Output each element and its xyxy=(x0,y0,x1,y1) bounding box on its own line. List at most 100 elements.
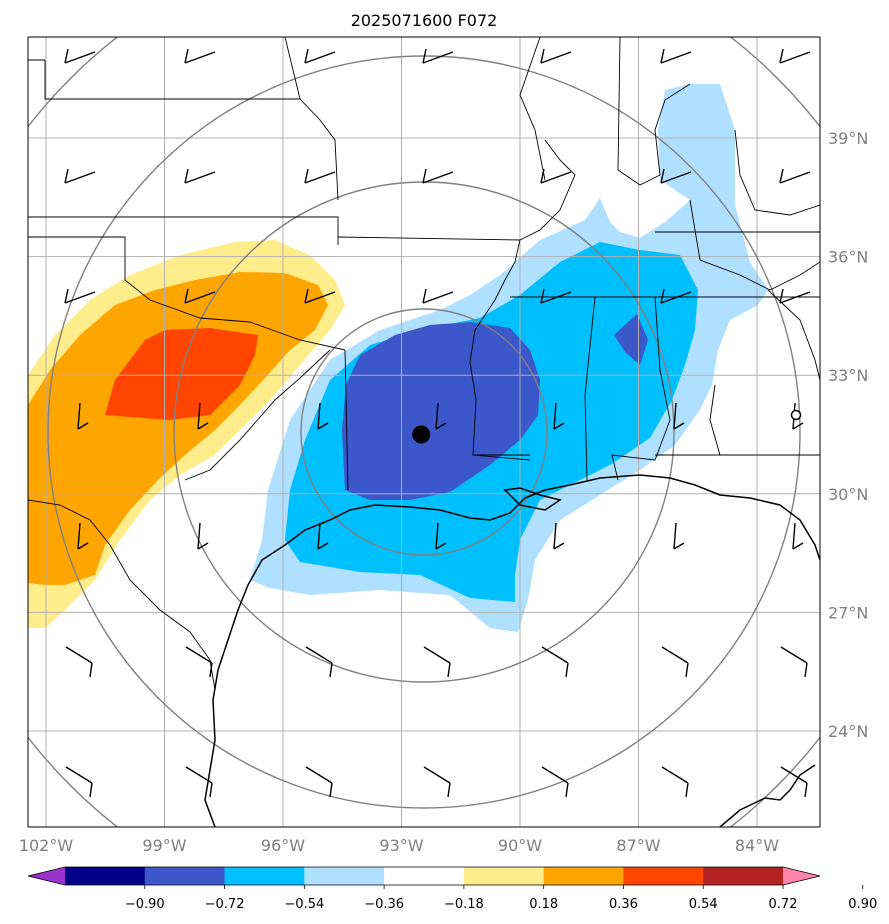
colorbar-extend-high xyxy=(783,867,820,885)
wind-barb xyxy=(65,646,93,678)
wind-barb xyxy=(779,168,811,184)
wind-barb xyxy=(541,646,569,678)
border-line xyxy=(611,296,671,481)
wind-barb xyxy=(673,522,685,550)
wind-barb xyxy=(540,288,572,304)
wind-barb xyxy=(540,48,572,64)
wind-barb xyxy=(64,48,96,64)
field-dark-blue xyxy=(342,322,540,500)
storm-center-marker xyxy=(412,425,431,444)
colorbar-box xyxy=(384,867,465,885)
map-frame xyxy=(27,36,821,828)
colorbar-tick-label: −0.72 xyxy=(205,897,245,912)
wind-barb xyxy=(541,766,569,798)
wind-barb xyxy=(660,168,692,184)
wind-barb xyxy=(660,48,692,64)
delta-islands xyxy=(503,487,562,511)
wind-barb xyxy=(304,168,336,184)
border-line xyxy=(184,349,331,481)
political-boundaries xyxy=(28,37,820,691)
lat-tick-label: 24°N xyxy=(828,722,868,741)
wind-barbs xyxy=(64,48,811,798)
latitude-labels: 24°N 27°N 30°N 33°N 36°N 39°N xyxy=(828,129,868,741)
wind-barb xyxy=(305,766,333,798)
lon-tick-label: 90°W xyxy=(498,836,542,855)
colorbar-tick-label: 0.54 xyxy=(689,897,718,912)
field-blue-patch xyxy=(614,314,648,365)
colorbar: −0.90 −0.72 −0.54 −0.36 −0.18 0.18 0.36 0.54 0.7… xyxy=(27,866,877,912)
wind-barb xyxy=(65,766,93,798)
colorbar-tick-label: −0.36 xyxy=(364,897,404,912)
colorbar-tick-label: −0.54 xyxy=(284,897,324,912)
wind-barb xyxy=(304,288,336,304)
wind-barb xyxy=(422,288,454,304)
graticule xyxy=(28,37,820,827)
range-ring-1 xyxy=(300,308,548,556)
wind-barb xyxy=(780,766,808,798)
mexico-coast xyxy=(204,739,216,827)
wind-barb xyxy=(780,646,808,678)
wind-barb xyxy=(661,646,689,678)
border-line xyxy=(28,236,346,351)
border-line xyxy=(284,37,339,201)
lat-tick-label: 27°N xyxy=(828,603,868,622)
border-line xyxy=(28,216,339,245)
wind-barb xyxy=(435,522,447,550)
wind-barb xyxy=(184,288,216,304)
border-line xyxy=(519,139,576,241)
colorbar-box xyxy=(224,867,305,885)
wind-barb xyxy=(540,168,572,184)
lat-tick-label: 30°N xyxy=(828,485,868,504)
colorbar-tick-label: 0.90 xyxy=(848,897,877,912)
colorbar-tick-label: −0.90 xyxy=(125,897,165,912)
lon-tick-label: 102°W xyxy=(19,836,74,855)
wind-barb xyxy=(317,402,329,430)
wind-barb xyxy=(77,522,89,550)
lat-tick-label: 36°N xyxy=(828,248,868,267)
colorbar-box xyxy=(623,867,704,885)
wind-barb xyxy=(779,48,811,64)
wind-barb xyxy=(423,766,451,798)
border-line xyxy=(734,129,820,216)
border-line xyxy=(344,349,349,491)
colorbar-box xyxy=(703,867,784,885)
wind-barb xyxy=(553,402,565,430)
border-line xyxy=(584,296,596,481)
coastline xyxy=(204,474,820,827)
wind-barb xyxy=(423,646,451,678)
colorbar-tick-label: 0.72 xyxy=(769,897,798,912)
colorbar-tick-label: 0.36 xyxy=(609,897,638,912)
figure-title: 2025071600 F072 xyxy=(351,11,498,30)
colorbar-box xyxy=(144,867,226,885)
colorbar-box xyxy=(463,867,545,885)
colorbar-box xyxy=(65,867,146,885)
wind-barb xyxy=(185,646,213,678)
station-marker xyxy=(790,409,802,421)
wind-barb xyxy=(317,522,329,550)
gulf-coast xyxy=(212,474,820,741)
wind-barb xyxy=(64,288,96,304)
lat-tick-label: 33°N xyxy=(828,366,868,385)
wind-barb xyxy=(660,288,692,304)
wind-barb xyxy=(553,522,565,550)
colorbar-extend-low xyxy=(28,867,65,885)
wind-barb xyxy=(77,402,89,430)
wind-barb xyxy=(197,402,209,430)
wind-barb xyxy=(304,48,336,64)
florida-coast xyxy=(719,764,816,827)
border-line xyxy=(709,384,721,456)
wind-barb xyxy=(661,766,689,798)
border-line xyxy=(767,289,820,381)
wind-barb xyxy=(184,168,216,184)
lat-tick-label: 39°N xyxy=(828,129,868,148)
wind-barb xyxy=(185,766,213,798)
anomaly-field xyxy=(28,84,768,632)
wind-barb xyxy=(422,168,454,184)
colorbar-box xyxy=(304,867,385,885)
wind-barb xyxy=(197,522,209,550)
longitude-labels: 102°W 99°W 96°W 93°W 90°W 87°W 84°W xyxy=(19,836,779,855)
border-line xyxy=(617,37,691,186)
border-line xyxy=(519,37,546,181)
lon-tick-label: 93°W xyxy=(379,836,423,855)
